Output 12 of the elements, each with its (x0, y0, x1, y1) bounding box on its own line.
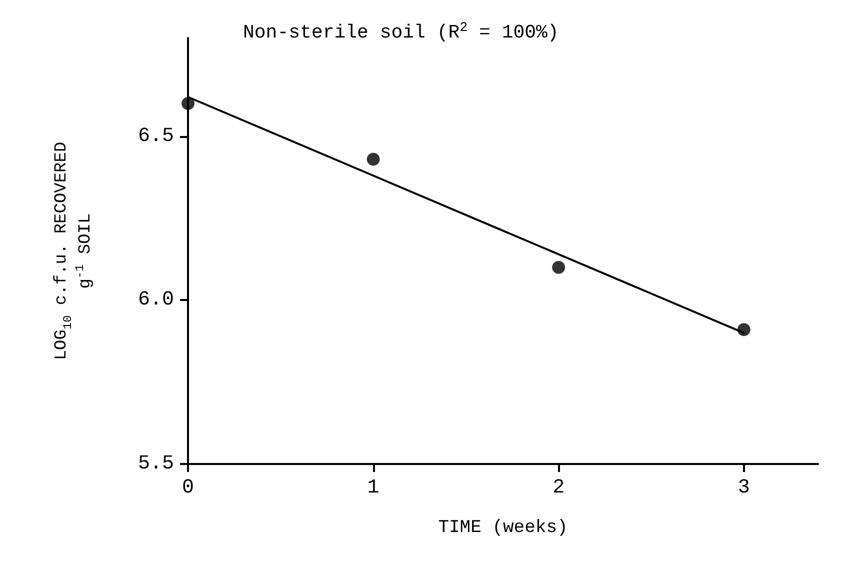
x-tick-label: 2 (552, 476, 565, 500)
x-tick-label: 3 (738, 476, 750, 500)
point (182, 97, 194, 110)
point (366, 152, 380, 166)
point (552, 260, 566, 274)
y-tick-label: 5.5 (138, 452, 174, 476)
y-tick-label: 6.0 (138, 288, 174, 312)
x-tick-label: 0 (182, 476, 194, 500)
y-tick-label: 6.5 (138, 124, 174, 148)
x-axis-title: TIME (weeks) (438, 518, 568, 538)
x-tick-label: 1 (367, 476, 380, 500)
point (737, 323, 750, 336)
